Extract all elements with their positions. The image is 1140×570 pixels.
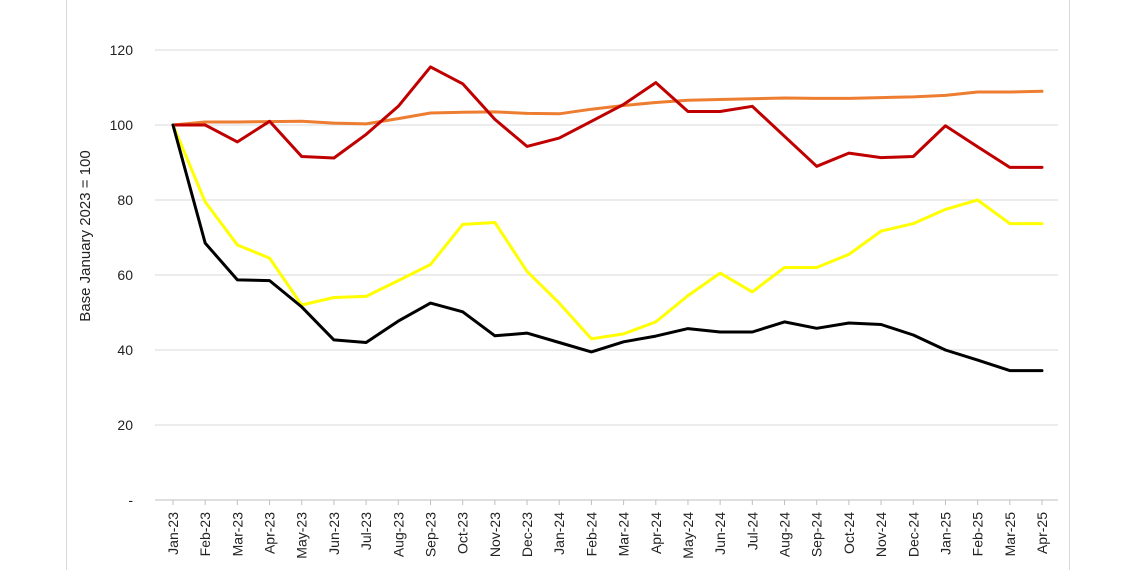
x-tick-label: Mar-24 [616, 512, 632, 557]
x-tick-label: Feb-24 [583, 512, 599, 557]
x-tick-label: Jan-23 [165, 512, 181, 555]
x-tick-label: Dec-24 [905, 512, 921, 557]
x-tick-label: Mar-23 [229, 512, 245, 557]
x-tick-label: Feb-23 [197, 512, 213, 557]
x-tick-label: May-23 [294, 512, 310, 559]
y-axis-label: Base January 2023 = 100 [77, 150, 94, 321]
chart-frame [66, 0, 1070, 570]
x-tick-label: Jul-24 [744, 512, 760, 550]
y-tick-label: 20 [117, 417, 133, 433]
series-line-3 [171, 123, 1044, 341]
y-tick-label: 100 [110, 117, 134, 133]
y-tick-label: - [128, 492, 133, 508]
x-tick-label: Apr-24 [648, 512, 664, 554]
x-tick-label: Nov-24 [873, 512, 889, 557]
x-tick-label: May-24 [680, 512, 696, 559]
y-tick-label: 60 [117, 267, 133, 283]
y-tick-label: 80 [117, 192, 133, 208]
y-tick-label: 120 [110, 42, 134, 58]
x-tick-label: Aug-23 [390, 512, 406, 557]
series-line-4 [171, 123, 1044, 373]
x-tick-label: Jul-23 [358, 512, 374, 550]
x-tick-label: Nov-23 [487, 512, 503, 557]
x-tick-label: Oct-23 [455, 512, 471, 554]
x-axis-tick-labels: Jan-23 Feb-23 Mar-23 Apr-23 May-23 Jun-23 Jul-… [165, 500, 1050, 559]
x-tick-label: Jan-25 [937, 512, 953, 555]
x-tick-label: Mar-25 [1002, 512, 1018, 557]
series-lines [171, 65, 1044, 373]
series-line-1 [171, 89, 1044, 127]
x-tick-label: Feb-25 [970, 512, 986, 557]
x-tick-label: Apr-25 [1034, 512, 1050, 554]
x-tick-label: Jan-24 [551, 512, 567, 555]
gridlines [155, 49, 1058, 501]
x-tick-label: Dec-23 [519, 512, 535, 557]
y-axis-tick-labels: - 20 40 60 80 100 120 [110, 42, 134, 508]
series-line-2 [171, 65, 1044, 169]
x-tick-label: Sep-23 [422, 512, 438, 557]
x-tick-label: Oct-24 [841, 512, 857, 554]
y-tick-label: 40 [117, 342, 133, 358]
x-tick-label: Sep-24 [809, 512, 825, 557]
x-tick-label: Jun-23 [326, 512, 342, 555]
x-tick-label: Apr-23 [262, 512, 278, 554]
x-tick-label: Aug-24 [777, 512, 793, 557]
x-tick-label: Jun-24 [712, 512, 728, 555]
